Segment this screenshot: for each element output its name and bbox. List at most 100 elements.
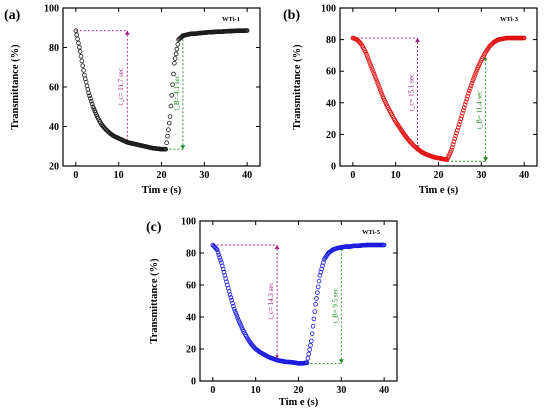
data-point — [451, 139, 457, 144]
data-point — [305, 355, 311, 361]
data-point — [466, 91, 471, 96]
tick-group: 0 10 20 30 40 0 20 40 60 80 100 — [181, 217, 397, 396]
y-tick-label: 40 — [186, 313, 196, 324]
data-point — [173, 51, 179, 57]
data-point — [315, 290, 320, 295]
data-point — [88, 98, 94, 104]
data-point — [319, 266, 324, 272]
data-point — [225, 282, 230, 288]
data-point — [371, 72, 377, 77]
data-point — [458, 116, 464, 122]
data-point — [315, 284, 321, 290]
data-point — [473, 69, 479, 75]
data-point — [365, 54, 370, 59]
data-point — [307, 347, 312, 352]
data-point — [472, 73, 477, 79]
data-point — [219, 263, 225, 269]
annotation-group: t_c= 11.7 sec t_B= 4.1 sec — [75, 30, 186, 150]
data-point — [455, 127, 460, 133]
x-axis-label: Tim e (s) — [279, 397, 319, 408]
data-point — [452, 136, 458, 142]
data-point — [450, 142, 456, 147]
data-point — [165, 133, 170, 139]
data-point — [170, 82, 175, 87]
sample-label: WTi-1 — [222, 16, 240, 23]
data-point — [365, 56, 371, 62]
x-tick-label: 0 — [210, 385, 215, 396]
y-tick-label: 0 — [191, 377, 196, 388]
data-point — [309, 338, 314, 344]
data-point — [234, 313, 240, 319]
data-point — [373, 76, 379, 82]
data-series — [350, 35, 527, 162]
data-point — [366, 58, 372, 64]
panel-a: (a) WTi-1 0 10 20 30 40 20 40 60 80 100 Tim e (s)… — [4, 4, 261, 196]
x-tick-label: 30 — [476, 170, 486, 181]
data-point — [367, 60, 373, 66]
annotation-arrowhead — [483, 157, 489, 162]
data-point — [376, 83, 381, 88]
x-tick-label: 0 — [73, 170, 78, 181]
data-point — [454, 130, 459, 136]
data-point — [321, 260, 326, 265]
data-point — [468, 83, 474, 89]
data-point — [219, 260, 224, 265]
data-point — [467, 85, 473, 91]
data-point — [370, 67, 375, 73]
x-axis-label: Tim e (s) — [419, 185, 459, 196]
panel-label: (c) — [146, 220, 162, 235]
annotation-group: t_c= 14.3 sec t_B= 9.5 sec — [212, 244, 344, 364]
data-point — [304, 360, 310, 365]
data-point — [228, 295, 234, 300]
annotation-arrowhead — [180, 145, 186, 150]
data-point — [222, 273, 228, 278]
data-point — [456, 122, 462, 127]
x-tick-label: 40 — [242, 170, 252, 181]
data-point — [88, 96, 93, 101]
data-point — [318, 269, 324, 275]
y-tick-label: 80 — [186, 249, 196, 260]
data-series — [73, 28, 250, 152]
annotation-arrowhead — [338, 359, 344, 364]
y-tick-label: 100 — [181, 217, 196, 228]
data-point — [231, 306, 237, 312]
annotation-label: t_c= 14.3 sec — [267, 282, 275, 319]
data-point — [244, 28, 250, 33]
panel-label: (b) — [283, 8, 300, 23]
data-point — [469, 80, 475, 86]
data-point — [164, 140, 169, 145]
tick-group: 0 10 20 30 40 0 20 40 60 80 100 — [321, 4, 537, 181]
data-point — [224, 279, 229, 285]
data-point — [368, 63, 374, 68]
data-point — [313, 301, 318, 307]
data-point — [235, 315, 240, 321]
y-axis-label: Transmittance (%) — [292, 44, 303, 130]
data-point — [375, 80, 380, 86]
data-point — [455, 125, 461, 130]
y-axis-label: Transmittance (%) — [149, 258, 160, 344]
x-tick-label: 20 — [434, 170, 444, 181]
y-tick-label: 60 — [326, 67, 336, 78]
data-point — [163, 146, 169, 152]
x-tick-label: 20 — [294, 385, 304, 396]
data-point — [460, 110, 465, 116]
data-point — [314, 296, 319, 301]
data-point — [76, 45, 82, 50]
data-point — [363, 49, 368, 55]
data-point — [87, 93, 92, 98]
data-point — [218, 257, 223, 263]
data-point — [461, 105, 467, 110]
sample-label: WTi-5 — [362, 229, 381, 236]
data-point — [462, 102, 468, 107]
data-point — [175, 42, 181, 47]
data-point — [174, 46, 180, 52]
data-point — [214, 247, 220, 253]
data-point — [217, 255, 223, 260]
data-point — [167, 114, 173, 119]
x-tick-label: 10 — [114, 170, 124, 181]
y-tick-label: 60 — [186, 281, 196, 292]
data-point — [226, 289, 232, 294]
data-point — [467, 88, 472, 94]
data-point — [81, 68, 86, 73]
